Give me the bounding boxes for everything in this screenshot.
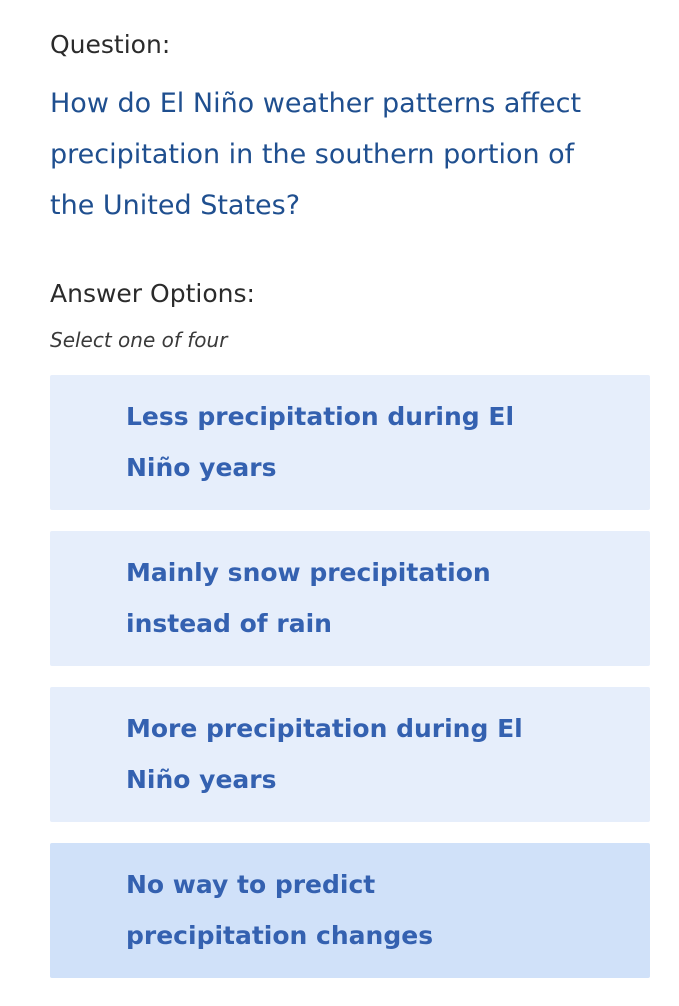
option-label: No way to predict precipitation changes (126, 870, 434, 950)
option-label: More precipitation during El Niño years (126, 714, 523, 794)
question-text: How do El Niño weather patterns affect p… (50, 88, 582, 221)
answer-options-label: Answer Options: (50, 279, 255, 308)
answer-option-2[interactable]: Mainly snow precipitation instead of rai… (50, 531, 650, 666)
question-label: Question: (50, 30, 171, 59)
answer-option-3[interactable]: More precipitation during El Niño years (50, 687, 650, 822)
option-label: Less precipitation during El Niño years (126, 402, 515, 482)
answer-hint: Select one of four (50, 328, 228, 352)
answer-option-4[interactable]: No way to predict precipitation changes (50, 843, 650, 978)
answer-option-1[interactable]: Less precipitation during El Niño years (50, 375, 650, 510)
option-label: Mainly snow precipitation instead of rai… (126, 558, 491, 638)
